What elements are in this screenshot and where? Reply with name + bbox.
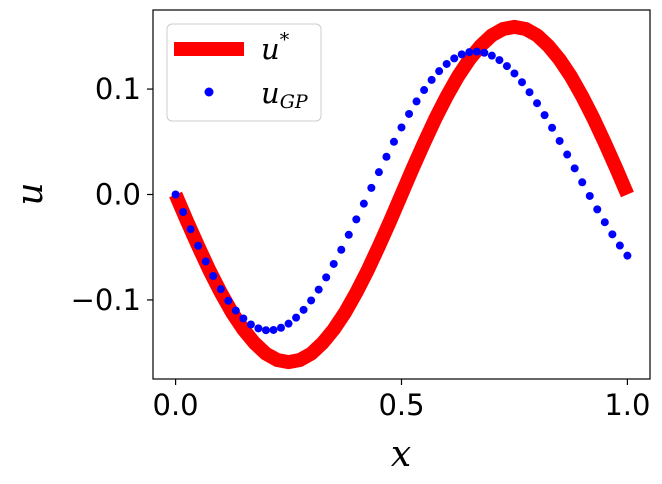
series-layer (169, 19, 634, 370)
legend-label-u-gp: uGP (261, 76, 309, 113)
data-point-u-gp (194, 241, 203, 250)
x-tick-label: 0.5 (378, 388, 424, 422)
data-point-u-gp (570, 164, 579, 173)
data-point-u-gp (533, 99, 542, 108)
x-tick-label: 1.0 (604, 388, 650, 422)
data-point-u-gp (307, 296, 316, 305)
data-point-u-gp (224, 296, 233, 305)
data-point-u-gp (600, 218, 609, 227)
data-point-u-gp (201, 257, 210, 266)
data-point-u-gp (277, 323, 285, 332)
data-point-u-gp (615, 241, 624, 250)
data-point-u-gp (548, 123, 557, 132)
data-point-u-gp (239, 314, 248, 323)
data-point-u-gp (367, 183, 376, 192)
x-tick-label: 0.0 (153, 388, 199, 422)
data-point-u-gp (420, 86, 429, 95)
data-point-u-gp (216, 285, 225, 294)
data-point-u-gp (450, 54, 459, 63)
data-point-u-gp (518, 78, 526, 87)
data-point-u-gp (593, 205, 602, 214)
data-point-u-gp (502, 62, 511, 71)
data-point-u-gp (254, 324, 263, 333)
data-point-u-gp (284, 319, 293, 328)
data-point-u-gp (389, 137, 398, 146)
legend-swatch-u-star (174, 42, 244, 56)
data-point-u-gp (555, 136, 564, 145)
series-line-u-star (169, 19, 634, 370)
x-axis-label: x (391, 434, 411, 475)
data-point-u-gp (261, 326, 270, 335)
data-point-u-gp (457, 50, 466, 59)
legend: u* uGP (166, 23, 322, 122)
data-point-u-gp (179, 208, 188, 216)
data-point-u-gp (382, 152, 391, 161)
y-tick-label: 0.1 (95, 72, 141, 106)
data-point-u-gp (246, 320, 255, 329)
data-point-u-gp (269, 325, 278, 334)
data-point-u-gp (465, 48, 474, 57)
data-point-u-gp (374, 168, 383, 177)
data-point-u-gp (292, 313, 301, 322)
y-axis-label: u (10, 182, 51, 205)
data-point-u-gp (412, 97, 421, 106)
ticks-layer: 0.0 0.5 1.0 −0.1 0.0 0.1 (71, 72, 651, 422)
data-point-u-gp (578, 178, 587, 187)
data-point-u-gp (435, 67, 444, 76)
data-point-u-gp (472, 47, 481, 56)
data-point-u-gp (329, 259, 338, 268)
data-point-u-gp (623, 251, 632, 260)
data-point-u-gp (487, 51, 496, 60)
data-point-u-gp (352, 215, 361, 224)
data-point-u-gp (322, 273, 331, 282)
data-point-u-gp (442, 59, 451, 68)
data-point-u-gp (495, 56, 504, 65)
data-point-u-gp (397, 123, 406, 132)
data-point-u-gp (231, 306, 240, 315)
data-point-u-gp (563, 150, 572, 159)
legend-label-u-star: u* (261, 29, 290, 66)
data-point-u-gp (314, 285, 323, 294)
data-point-u-gp (337, 245, 346, 254)
data-point-u-gp (405, 109, 414, 118)
data-point-u-gp (299, 305, 308, 314)
y-tick-label: −0.1 (71, 283, 141, 317)
data-point-u-gp (540, 111, 549, 120)
data-point-u-gp (209, 272, 218, 280)
data-point-u-gp (171, 190, 180, 199)
data-point-u-gp (585, 191, 594, 200)
data-point-u-gp (427, 75, 436, 84)
y-tick-label: 0.0 (95, 178, 141, 212)
data-point-u-gp (186, 225, 195, 234)
legend-swatch-u-gp (204, 87, 214, 97)
data-point-u-gp (344, 230, 353, 239)
data-point-u-gp (510, 69, 519, 78)
data-point-u-gp (608, 230, 617, 239)
data-point-u-gp (525, 88, 534, 97)
data-point-u-gp (480, 48, 489, 57)
data-point-u-gp (359, 199, 368, 208)
